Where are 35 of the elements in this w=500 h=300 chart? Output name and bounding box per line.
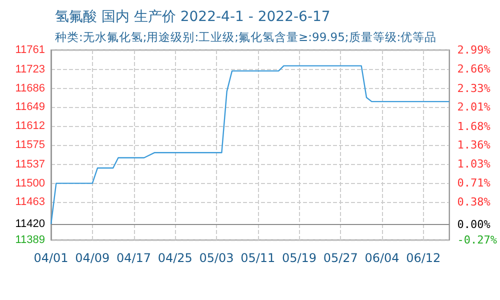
y2-tick-label: 1.03% [457, 158, 491, 171]
y-tick-label: 11686 [15, 82, 45, 94]
x-tick-label: 04/09 [75, 251, 110, 265]
x-tick-label: 05/11 [240, 251, 276, 265]
x-tick-label: 06/12 [406, 251, 441, 265]
y2-tick-label: -0.27% [457, 234, 498, 246]
chart-title: 氢氟酸 国内 生产价 2022-4-1 - 2022-6-17 [55, 9, 330, 25]
y-tick-label: 11420 [15, 218, 45, 230]
y2-tick-label: 2.99% [457, 44, 491, 56]
y-tick-label: 11575 [15, 139, 45, 151]
y2-tick-label: 0.71% [457, 176, 491, 190]
y2-tick-label: 2.33% [457, 82, 491, 95]
y2-tick-label: 1.36% [457, 138, 491, 152]
x-tick-label: 05/27 [323, 251, 358, 265]
y-tick-label: 11761 [15, 44, 45, 56]
y-tick-label: 11537 [15, 158, 45, 170]
y2-tick-label: 0.00% [457, 218, 491, 231]
line-series [50, 65, 450, 225]
y-tick-label: 11463 [15, 196, 45, 208]
y-tick-label: 11612 [15, 120, 45, 132]
y2-tick-label: 0.38% [457, 196, 491, 209]
x-tick-label: 04/01 [34, 251, 68, 265]
y2-tick-label: 2.01% [457, 100, 491, 114]
y-tick-label: 11723 [15, 63, 45, 76]
x-tick-label: 05/19 [282, 251, 317, 265]
y2-tick-label: 2.66% [457, 62, 491, 76]
y-tick-label: 11389 [15, 234, 45, 246]
y-tick-label: 11500 [15, 177, 45, 190]
y2-tick-label: 1.68% [457, 120, 491, 133]
x-tick-label: 04/17 [116, 251, 152, 265]
y-tick-label: 11649 [15, 101, 45, 114]
x-tick-label: 05/03 [199, 251, 234, 265]
chart-subtitle: 种类:无水氟化氢;用途级别:工业级;氟化氢含量≥:99.95;质量等级:优等品 [55, 30, 437, 44]
x-tick-label: 04/25 [158, 251, 192, 265]
x-tick-label: 06/04 [364, 251, 400, 265]
